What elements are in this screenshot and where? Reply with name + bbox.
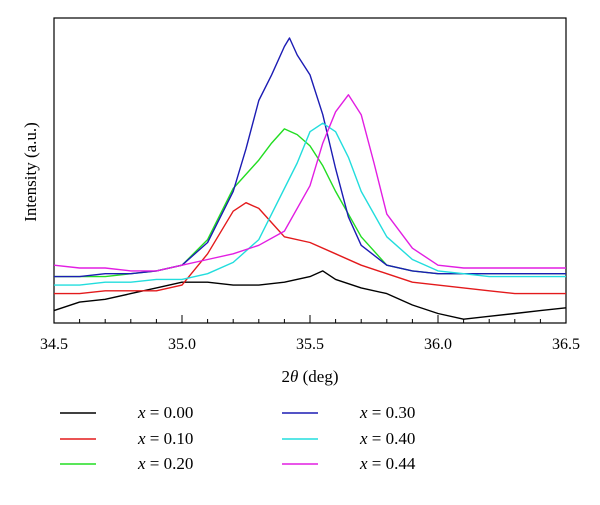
legend-value: = 0.40: [368, 429, 416, 448]
legend-item-0: x = 0.00: [60, 403, 193, 422]
series-line-1: [54, 201, 566, 295]
legend-variable: x: [359, 429, 368, 448]
legend-value: = 0.44: [368, 454, 416, 473]
legend-label: x = 0.44: [359, 454, 416, 473]
legend-item-5: x = 0.44: [282, 454, 416, 473]
x-tick-label: 36.5: [552, 336, 580, 353]
x-tick-label: 36.0: [424, 336, 452, 353]
legend-variable: x: [359, 403, 368, 422]
legend-label: x = 0.10: [137, 429, 193, 448]
legend-variable: x: [359, 454, 368, 473]
series-line-0: [53, 270, 567, 320]
series-line-5: [53, 94, 566, 272]
legend-value: = 0.00: [146, 403, 194, 422]
legend-item-3: x = 0.30: [282, 403, 415, 422]
legend-value: = 0.10: [146, 429, 194, 448]
legend-variable: x: [137, 429, 146, 448]
legend-item-1: x = 0.10: [60, 429, 193, 448]
x-tick-label: 35.0: [168, 336, 196, 353]
legend-label: x = 0.30: [359, 403, 415, 422]
x-axis-label-prefix: 2: [282, 367, 291, 386]
legend-variable: x: [137, 403, 146, 422]
y-axis-label: Intensity (a.u.): [21, 122, 40, 222]
series-line-3: [54, 37, 566, 278]
legend-item-4: x = 0.40: [282, 429, 415, 448]
x-axis: 34.5 35.0 35.5 36.0 36.5: [40, 315, 580, 353]
legend-value: = 0.20: [146, 454, 194, 473]
x-tick-label: 34.5: [40, 336, 68, 353]
series-line-4: [54, 122, 566, 286]
legend-value: = 0.30: [368, 403, 416, 422]
x-axis-label-symbol: θ: [290, 367, 298, 386]
x-axis-label: 2θ (deg): [282, 367, 339, 386]
x-axis-label-suffix: (deg): [298, 367, 338, 386]
series-layer: [53, 37, 567, 320]
legend: x = 0.00x = 0.10x = 0.20x = 0.30x = 0.40…: [60, 403, 416, 473]
legend-label: x = 0.00: [137, 403, 193, 422]
legend-label: x = 0.20: [137, 454, 193, 473]
series-line-2: [54, 128, 566, 278]
legend-label: x = 0.40: [359, 429, 415, 448]
x-tick-label: 35.5: [296, 336, 324, 353]
legend-item-2: x = 0.20: [60, 454, 193, 473]
legend-variable: x: [137, 454, 146, 473]
